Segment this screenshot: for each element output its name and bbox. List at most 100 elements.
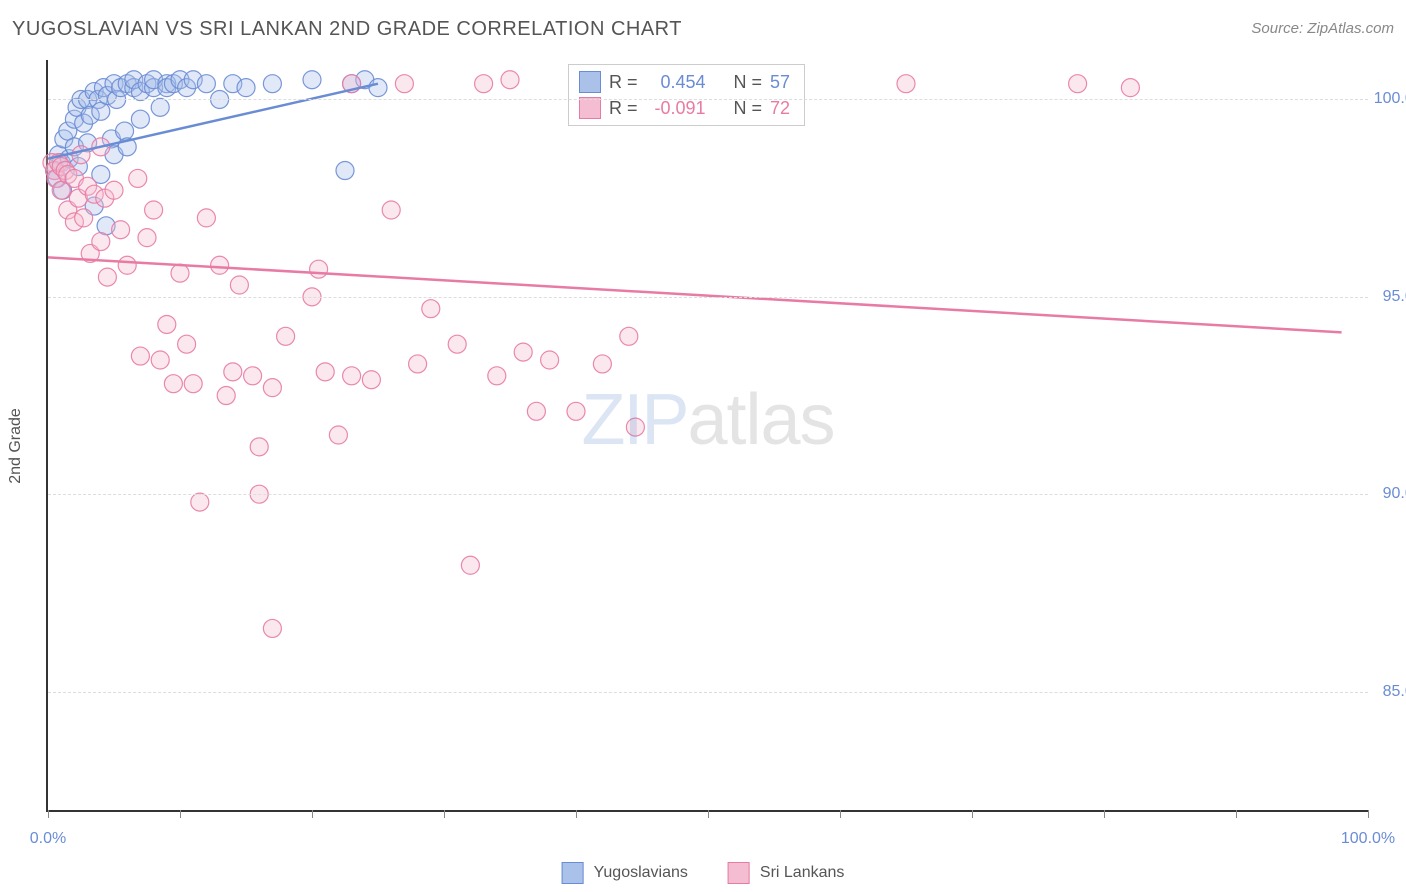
data-point	[626, 418, 644, 436]
data-point	[72, 146, 90, 164]
data-point	[567, 402, 585, 420]
x-tick	[312, 810, 313, 818]
data-point	[395, 75, 413, 93]
legend-item: Sri Lankans	[728, 862, 845, 884]
gridline	[48, 99, 1368, 100]
data-point	[129, 169, 147, 187]
data-point	[131, 110, 149, 128]
data-point	[75, 209, 93, 227]
data-point	[303, 71, 321, 89]
x-tick-label: 0.0%	[30, 830, 66, 848]
data-point	[593, 355, 611, 373]
y-tick-label: 85.0%	[1383, 683, 1406, 701]
data-point	[277, 327, 295, 345]
y-tick-label: 95.0%	[1383, 288, 1406, 306]
y-tick-label: 100.0%	[1374, 90, 1406, 108]
data-point	[448, 335, 466, 353]
data-point	[620, 327, 638, 345]
x-tick	[48, 810, 49, 818]
data-point	[171, 264, 189, 282]
data-point	[191, 493, 209, 511]
data-point	[1121, 79, 1139, 97]
data-point	[369, 79, 387, 97]
data-point	[329, 426, 347, 444]
data-point	[98, 268, 116, 286]
x-tick	[576, 810, 577, 818]
data-point	[151, 351, 169, 369]
data-point	[514, 343, 532, 361]
data-point	[116, 122, 134, 140]
data-point	[92, 233, 110, 251]
plot-area: R =0.454N =57R =-0.091N =72 ZIPatlas 85.…	[46, 60, 1368, 812]
data-point	[250, 438, 268, 456]
legend-label: Yugoslavians	[594, 864, 688, 882]
source-name: ZipAtlas.com	[1307, 20, 1394, 37]
gridline	[48, 297, 1368, 298]
data-point	[897, 75, 915, 93]
x-tick-label: 100.0%	[1341, 830, 1395, 848]
x-tick	[1368, 810, 1369, 818]
data-point	[316, 363, 334, 381]
data-point	[263, 619, 281, 637]
legend-swatch	[728, 862, 750, 884]
stat-r-label: R =	[609, 69, 638, 95]
trend-line	[48, 257, 1342, 332]
data-point	[362, 371, 380, 389]
data-point	[409, 355, 427, 373]
legend-item: Yugoslavians	[562, 862, 688, 884]
data-point	[527, 402, 545, 420]
data-point	[224, 363, 242, 381]
data-point	[541, 351, 559, 369]
data-point	[138, 229, 156, 247]
data-point	[131, 347, 149, 365]
x-tick	[444, 810, 445, 818]
data-point	[336, 162, 354, 180]
data-point	[184, 375, 202, 393]
data-point	[244, 367, 262, 385]
data-point	[211, 256, 229, 274]
data-point	[501, 71, 519, 89]
legend-swatch	[562, 862, 584, 884]
data-point	[263, 75, 281, 93]
y-tick-label: 90.0%	[1383, 485, 1406, 503]
data-point	[1069, 75, 1087, 93]
data-point	[145, 201, 163, 219]
chart-title: YUGOSLAVIAN VS SRI LANKAN 2ND GRADE CORR…	[12, 18, 682, 40]
stat-n-label: N =	[734, 69, 763, 95]
data-point	[230, 276, 248, 294]
data-point	[343, 367, 361, 385]
series-swatch	[579, 71, 601, 93]
data-point	[118, 256, 136, 274]
data-point	[151, 98, 169, 116]
gridline	[48, 494, 1368, 495]
plot-svg	[48, 60, 1368, 810]
x-tick	[1236, 810, 1237, 818]
data-point	[164, 375, 182, 393]
x-tick	[972, 810, 973, 818]
x-tick	[708, 810, 709, 818]
data-point	[237, 79, 255, 97]
data-point	[461, 556, 479, 574]
legend-label: Sri Lankans	[760, 864, 845, 882]
data-point	[112, 221, 130, 239]
correlation-stats-box: R =0.454N =57R =-0.091N =72	[568, 64, 805, 126]
data-point	[488, 367, 506, 385]
data-point	[217, 387, 235, 405]
data-point	[178, 335, 196, 353]
data-point	[422, 300, 440, 318]
x-tick	[840, 810, 841, 818]
data-point	[158, 315, 176, 333]
source-attribution: Source: ZipAtlas.com	[1251, 20, 1394, 37]
x-tick	[180, 810, 181, 818]
data-point	[197, 209, 215, 227]
x-tick	[1104, 810, 1105, 818]
gridline	[48, 692, 1368, 693]
data-point	[382, 201, 400, 219]
data-point	[105, 181, 123, 199]
data-point	[310, 260, 328, 278]
source-prefix: Source:	[1251, 20, 1307, 37]
data-point	[263, 379, 281, 397]
y-axis-label: 2nd Grade	[7, 408, 25, 484]
data-point	[475, 75, 493, 93]
legend: Yugoslavians Sri Lankans	[562, 862, 845, 884]
